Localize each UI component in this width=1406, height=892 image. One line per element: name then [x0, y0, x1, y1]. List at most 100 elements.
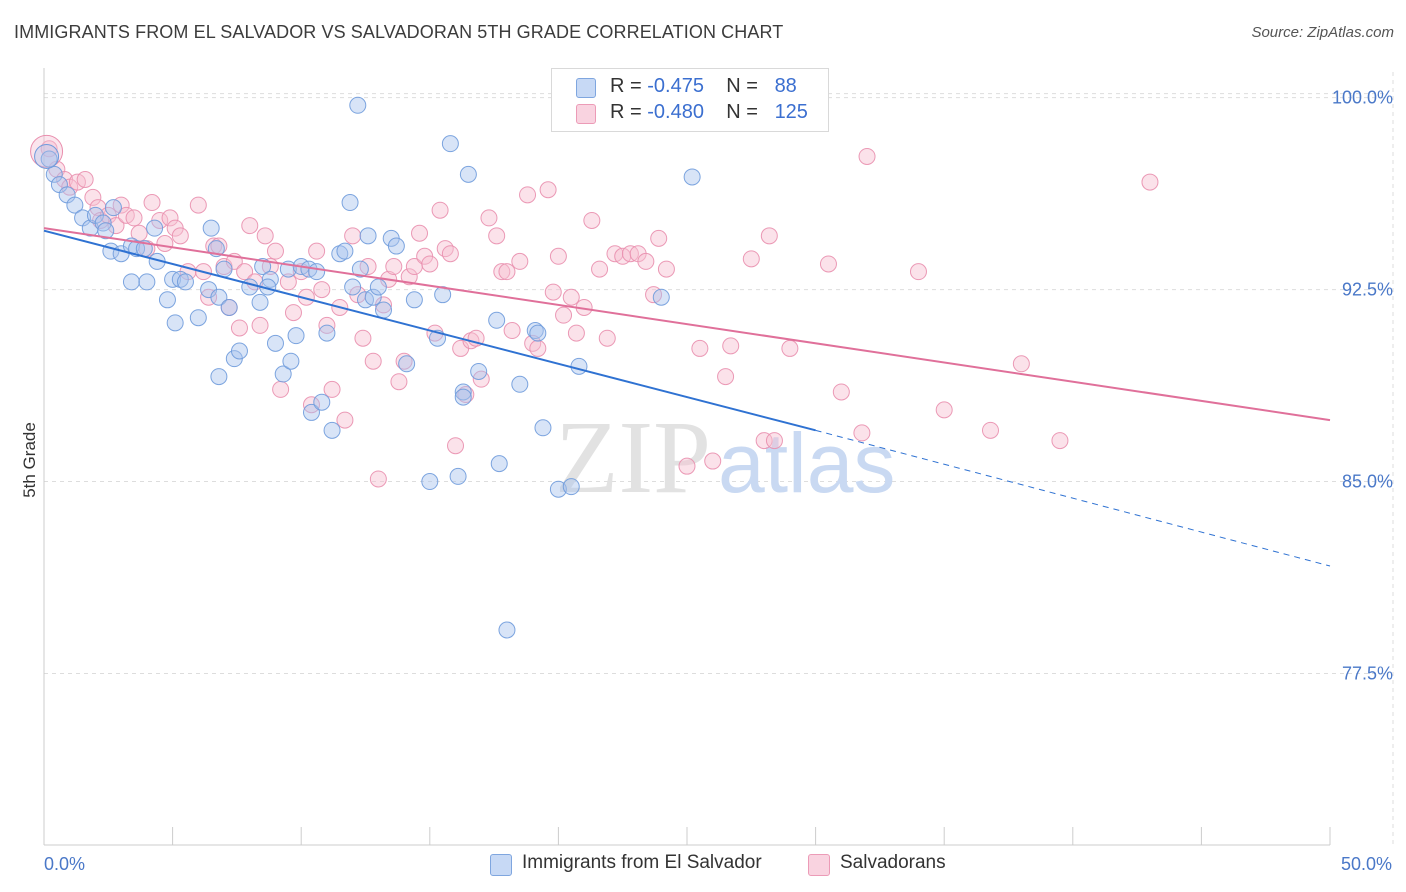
salvadorans-point — [236, 263, 254, 281]
salvadorans-point — [511, 252, 529, 270]
salvadorans-point — [722, 337, 740, 355]
correlation-legend: R = -0.475 N = 88 R = -0.480 N = 125 — [551, 68, 829, 132]
salvadorans-point — [125, 209, 143, 227]
salvadorans-point — [84, 188, 102, 206]
salvadorans-point — [981, 421, 999, 439]
salvadorans-point — [858, 147, 876, 165]
immigrants-point — [318, 324, 336, 342]
immigrants-point — [359, 227, 377, 245]
salvadorans-point — [1012, 355, 1030, 373]
salvadorans-point — [765, 432, 783, 450]
legend-n-value: 125 — [774, 101, 808, 123]
immigrants-point — [104, 199, 122, 217]
legend-label: Salvadorans — [840, 852, 946, 873]
blue-points — [34, 96, 701, 639]
salvadorans-point — [251, 316, 269, 334]
immigrants-point — [449, 467, 467, 485]
legend-n-label: N = — [726, 75, 758, 97]
salvadorans-point — [171, 227, 189, 245]
immigrants-point — [562, 478, 580, 496]
chart-title: IMMIGRANTS FROM EL SALVADOR VS SALVADORA… — [14, 22, 784, 42]
salvadorans-point — [441, 245, 459, 263]
salvadorans-point — [385, 258, 403, 276]
immigrants-point — [146, 219, 164, 237]
salvadorans-point — [230, 319, 248, 337]
immigrants-point — [549, 480, 567, 498]
immigrants-point — [122, 273, 140, 291]
immigrants-trend-extension — [815, 429, 1331, 567]
salvadorans-point — [421, 255, 439, 273]
salvadorans-point — [583, 211, 601, 229]
salvadorans-point — [909, 263, 927, 281]
salvadorans-point — [1051, 432, 1069, 450]
immigrants-point — [230, 342, 248, 360]
salvadorans-point — [549, 247, 567, 265]
immigrants-trend-line — [43, 229, 816, 432]
immigrants-point — [138, 273, 156, 291]
salvadorans-point — [691, 339, 709, 357]
salvadorans-point — [369, 470, 387, 488]
immigrants-point — [683, 168, 701, 186]
immigrants-point — [254, 258, 272, 276]
immigrants-point — [344, 278, 362, 296]
salvadorans-point — [313, 281, 331, 299]
y-tick-label: 85.0% — [1342, 472, 1393, 492]
immigrants-point — [158, 291, 176, 309]
immigrants-point — [488, 311, 506, 329]
salvadorans-point — [524, 334, 542, 352]
immigrants-point — [459, 165, 477, 183]
legend-label: Immigrants from El Salvador — [522, 852, 762, 873]
salvadorans-point — [76, 171, 94, 189]
immigrants-point — [349, 96, 367, 114]
salvadorans-point — [562, 288, 580, 306]
salvadorans-point — [272, 380, 290, 398]
salvadorans-point — [436, 240, 454, 258]
salvadorans-point — [678, 457, 696, 475]
legend-n-value: 88 — [774, 75, 797, 97]
immigrants-point — [652, 288, 670, 306]
immigrants-point — [215, 260, 233, 278]
immigrants-point — [251, 293, 269, 311]
salvadorans-point — [400, 268, 418, 286]
salvadorans-point — [279, 273, 297, 291]
x-tick-label: 0.0% — [44, 854, 85, 874]
legend-r-value: -0.475 — [647, 75, 704, 97]
salvadorans-point — [717, 368, 735, 386]
salvadorans-point — [308, 242, 326, 260]
gridlines — [44, 72, 1394, 845]
immigrants-point — [490, 455, 508, 473]
immigrants-point — [45, 165, 63, 183]
salvadorans-point — [832, 383, 850, 401]
immigrants-point — [470, 362, 488, 380]
salvadorans-point — [935, 401, 953, 419]
salvadorans-point — [143, 194, 161, 212]
immigrants-point — [405, 291, 423, 309]
salvadorans-point — [411, 224, 429, 242]
y-tick-label: 100.0% — [1332, 88, 1393, 108]
immigrants-point — [529, 324, 547, 342]
salvadorans-point — [650, 229, 668, 247]
salvadorans-point — [344, 227, 362, 245]
salvadorans-point — [657, 260, 675, 278]
salvadorans-point — [498, 263, 516, 281]
salvadorans-point — [742, 250, 760, 268]
axes — [43, 68, 1331, 846]
immigrants-point — [241, 278, 259, 296]
salvadorans-point — [241, 217, 259, 235]
salvadorans-point — [544, 283, 562, 301]
salvadorans-point — [637, 252, 655, 270]
immigrants-point — [282, 352, 300, 370]
salvadorans-point — [266, 242, 284, 260]
salvadorans-point — [539, 181, 557, 199]
legend-r-label: R = — [610, 101, 642, 123]
salvadorans-point — [519, 186, 537, 204]
salvadorans-point — [354, 329, 372, 347]
salvadorans-point — [323, 380, 341, 398]
immigrants-point — [210, 368, 228, 386]
immigrants-point — [313, 393, 331, 411]
salvadorans-point — [457, 386, 475, 404]
salvadorans-point — [336, 411, 354, 429]
salvadorans-point — [704, 452, 722, 470]
immigrants-point — [171, 270, 189, 288]
immigrants-point — [341, 194, 359, 212]
